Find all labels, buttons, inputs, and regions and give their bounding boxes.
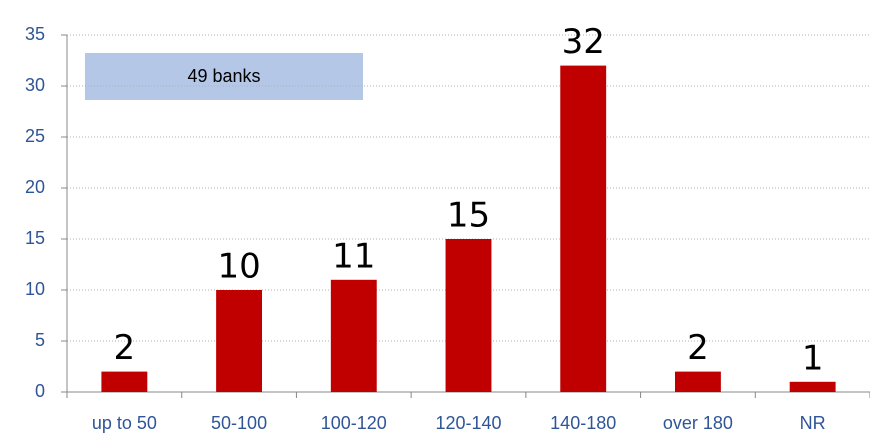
y-tick-label: 10 [25, 279, 45, 299]
bar [330, 279, 377, 392]
bar [674, 371, 721, 392]
x-tick-label: 120-140 [435, 413, 501, 433]
value-label: 11 [332, 236, 375, 276]
y-tick-label: 25 [25, 126, 45, 146]
y-tick-label: 20 [25, 177, 45, 197]
value-label: 2 [114, 328, 136, 368]
y-tick-label: 15 [25, 228, 45, 248]
annotation: 49 banks [187, 66, 260, 86]
x-tick-label: NR [800, 413, 826, 433]
y-tick-label: 30 [25, 75, 45, 95]
bar [789, 381, 836, 392]
y-tick-label: 5 [35, 330, 45, 350]
x-tick-label: 50-100 [211, 413, 267, 433]
y-tick-label: 35 [25, 24, 45, 44]
bar [216, 290, 263, 392]
value-label: 1 [802, 338, 824, 378]
annotation-box [85, 53, 363, 100]
value-label: 10 [217, 247, 260, 287]
bar [101, 371, 148, 392]
value-label: 2 [687, 328, 709, 368]
value-label: 32 [562, 22, 605, 62]
x-tick-label: 140-180 [550, 413, 616, 433]
x-tick-label: 100-120 [321, 413, 387, 433]
x-tick-label: up to 50 [92, 413, 157, 433]
bar [445, 239, 492, 392]
value-label: 15 [447, 196, 490, 236]
bar [560, 65, 607, 392]
x-tick-label: over 180 [663, 413, 733, 433]
y-tick-label: 0 [35, 381, 45, 401]
